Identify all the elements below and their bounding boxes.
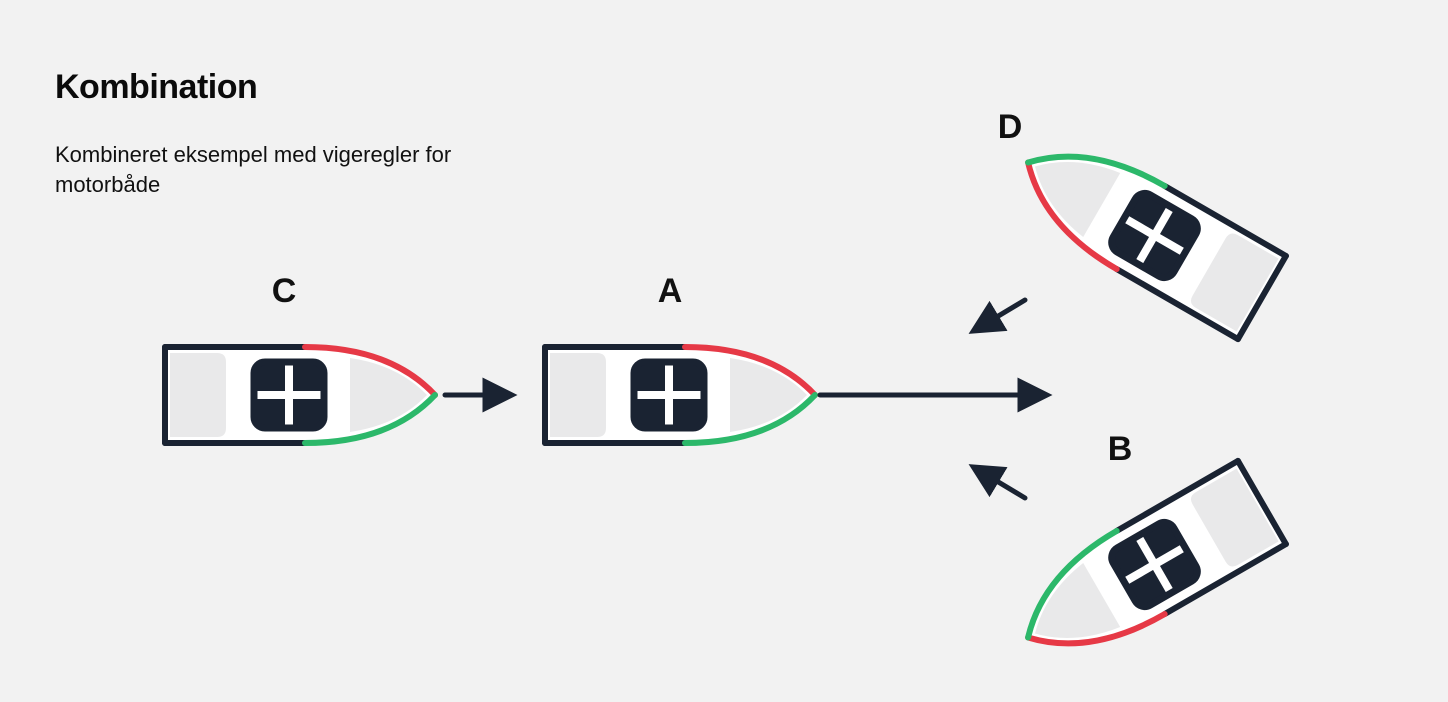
boat-label-a: A: [650, 272, 690, 311]
boat-label-b: B: [1100, 430, 1140, 469]
diagram-page: Kombination Kombineret eksempel med vige…: [0, 0, 1448, 702]
boat-label-d: D: [990, 108, 1030, 147]
boat-c: [165, 347, 435, 443]
heading-arrow: [975, 300, 1025, 330]
boat-b: [1004, 461, 1286, 679]
boats-diagram: [0, 0, 1448, 702]
heading-arrow: [975, 468, 1025, 498]
boat-a: [545, 347, 815, 443]
boat-label-c: C: [264, 272, 304, 311]
boat-d: [1004, 121, 1286, 339]
